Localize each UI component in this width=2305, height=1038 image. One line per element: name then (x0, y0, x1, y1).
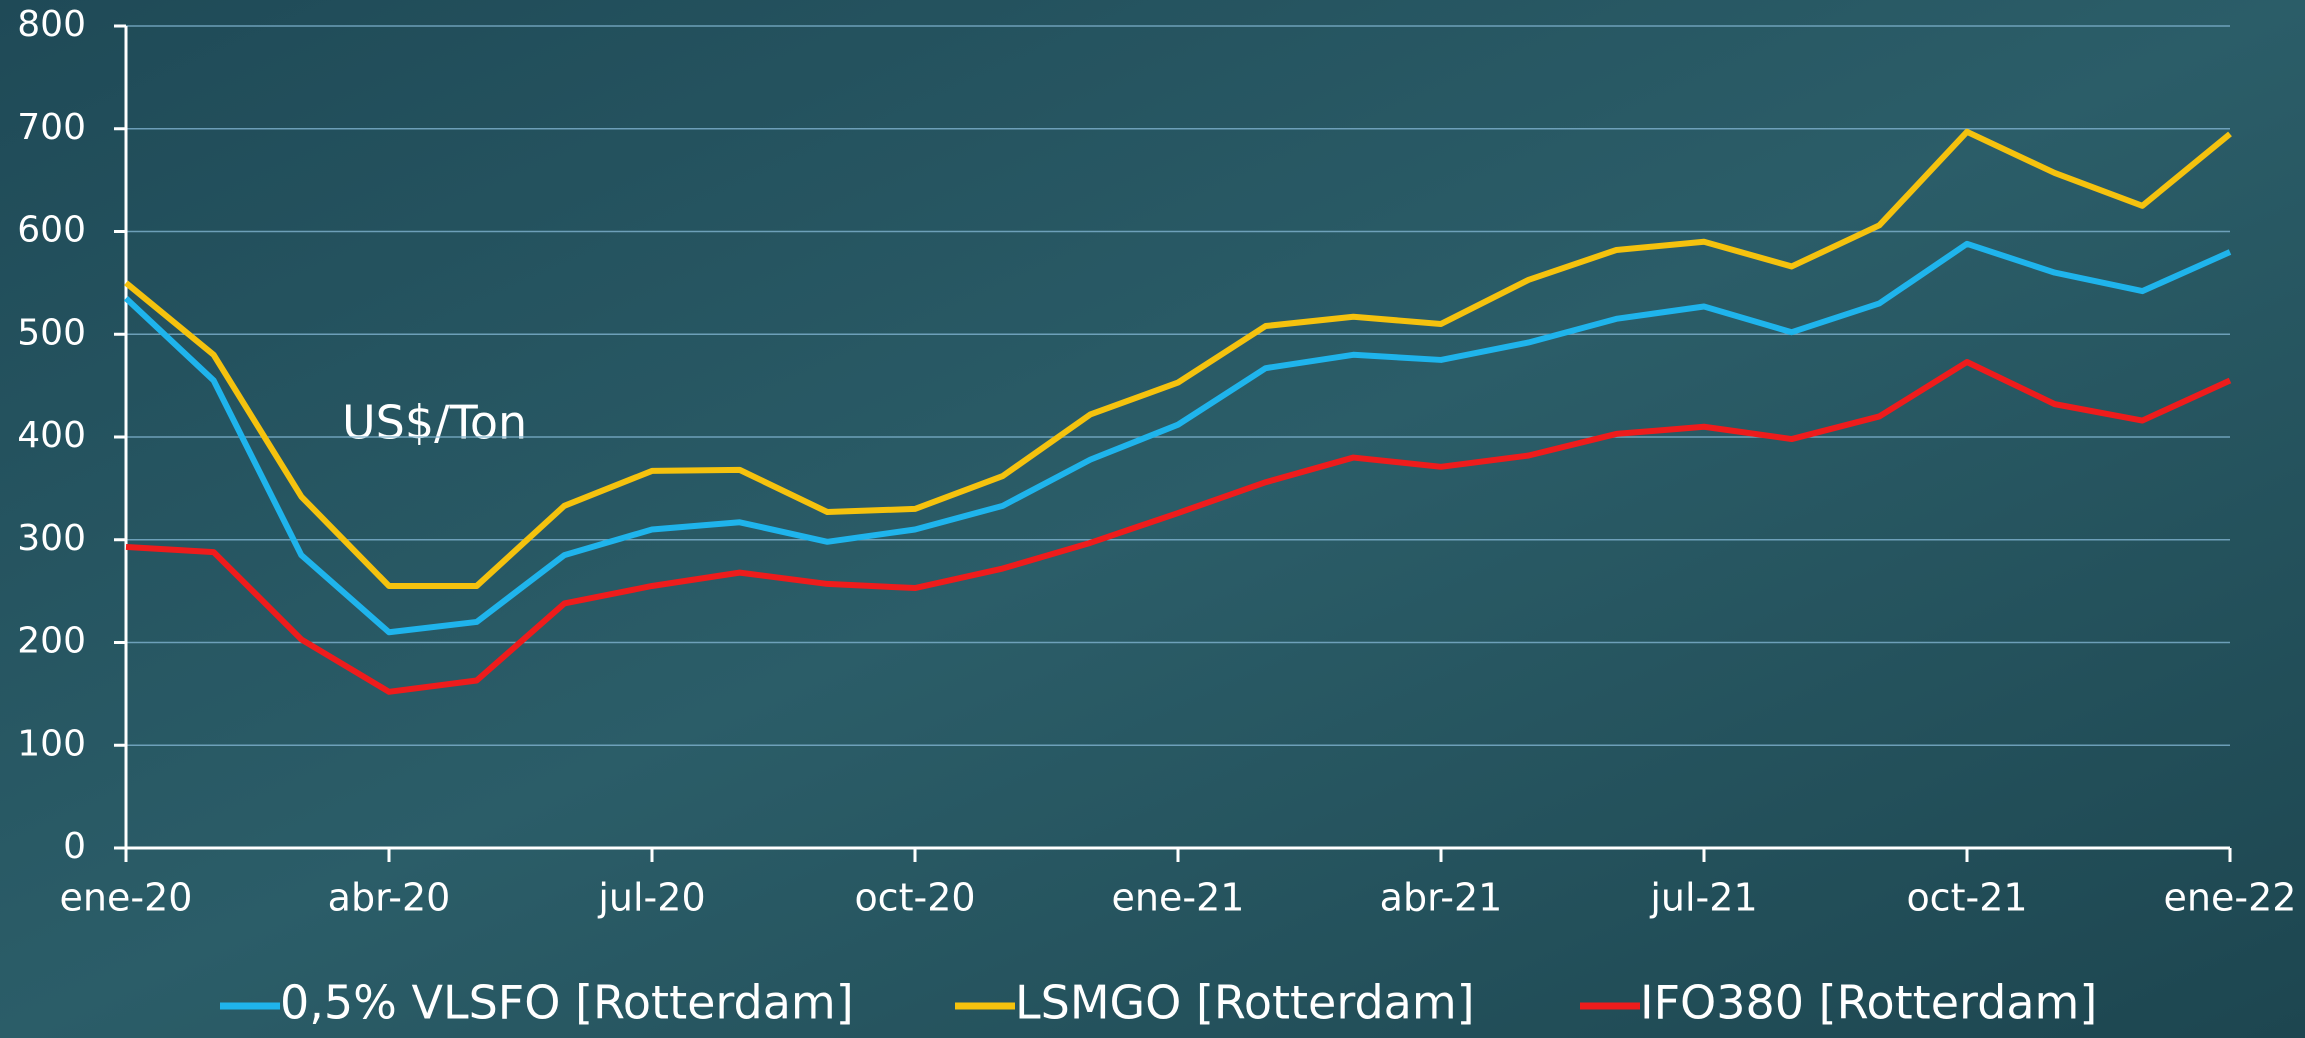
series-line (123, 240, 2232, 636)
x-tick-label: ene-20 (60, 876, 193, 920)
legend-label: IFO380 [Rotterdam] (1640, 976, 2097, 1030)
x-tick-label: jul-21 (1649, 876, 1757, 920)
x-tick-label: jul-20 (597, 876, 705, 920)
y-tick-label: 700 (17, 107, 86, 148)
x-tick-label: abr-21 (1380, 876, 1503, 920)
y-tick-label: 600 (17, 210, 86, 251)
x-tick-label: oct-20 (854, 876, 975, 920)
legend-label: LSMGO [Rotterdam] (1015, 976, 1475, 1030)
x-tick-label: ene-22 (2164, 876, 2297, 920)
y-tick-label: 400 (17, 415, 86, 456)
y-tick-label: 100 (17, 723, 86, 764)
y-tick-label: 0 (63, 826, 86, 867)
y-tick-label: 800 (17, 4, 86, 45)
series-line (124, 128, 2232, 589)
y-tick-label: 500 (17, 312, 86, 353)
x-tick-label: oct-21 (1906, 876, 2027, 920)
y-tick-label: 200 (17, 621, 86, 662)
legend-label: 0,5% VLSFO [Rotterdam] (280, 976, 854, 1030)
x-tick-label: abr-20 (328, 876, 451, 920)
x-tick-label: ene-21 (1112, 876, 1245, 920)
y-tick-label: 300 (17, 518, 86, 559)
series-line (125, 358, 2232, 695)
unit-annotation: US$/Ton (342, 396, 527, 450)
